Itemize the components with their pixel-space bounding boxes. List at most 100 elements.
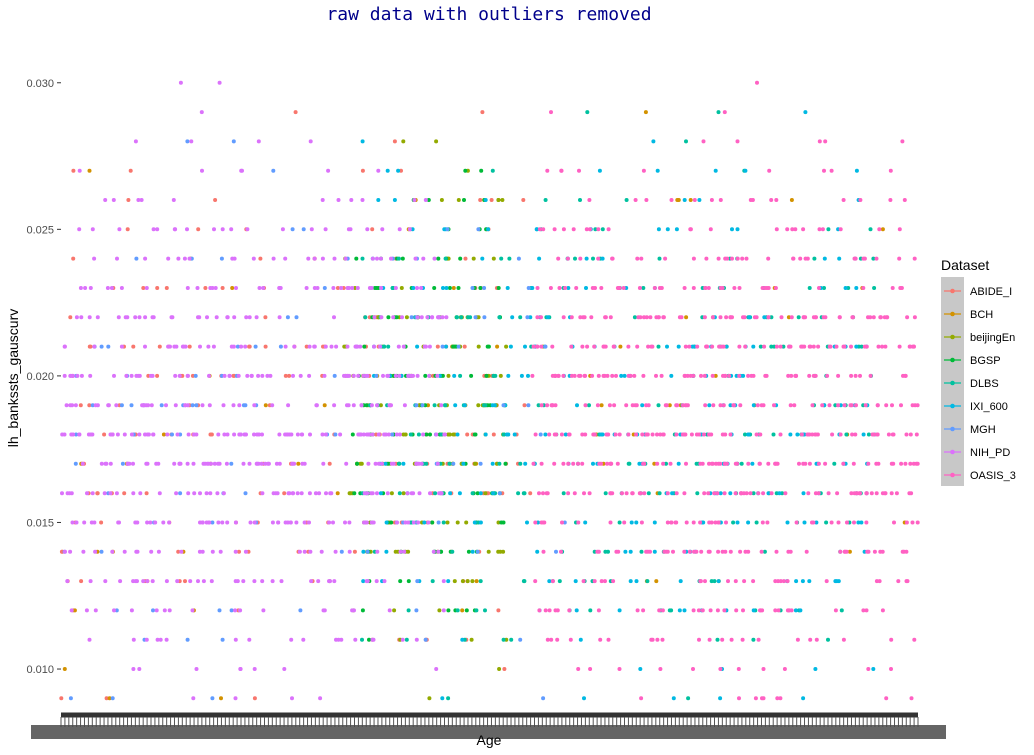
point [735, 520, 740, 525]
point [711, 403, 716, 408]
point [833, 608, 838, 613]
point [804, 549, 809, 554]
point [751, 491, 756, 496]
point [308, 432, 312, 437]
point [778, 579, 783, 584]
point [555, 608, 560, 613]
point [588, 227, 592, 232]
point [547, 579, 552, 584]
point [587, 403, 591, 408]
point [606, 227, 611, 232]
point [644, 549, 649, 554]
point [642, 315, 646, 320]
point [791, 256, 796, 261]
point [719, 344, 724, 349]
point [839, 608, 844, 613]
point [741, 491, 746, 496]
point [448, 491, 453, 496]
point [847, 549, 852, 554]
point [171, 198, 176, 202]
point [188, 579, 193, 584]
point [519, 373, 524, 378]
point [149, 373, 153, 378]
point [473, 315, 478, 320]
point [740, 256, 745, 261]
point [235, 344, 240, 349]
point [363, 315, 368, 320]
point [773, 579, 778, 584]
point [207, 373, 211, 378]
point [708, 227, 713, 232]
point [464, 520, 469, 525]
point [874, 256, 879, 261]
point [74, 520, 79, 525]
point [755, 403, 760, 408]
point [391, 315, 396, 320]
point [95, 491, 100, 496]
point [346, 286, 351, 290]
point [102, 491, 107, 496]
point [323, 432, 328, 437]
point [858, 373, 862, 378]
point [512, 432, 517, 437]
point [102, 432, 107, 437]
point [322, 286, 327, 290]
point [73, 461, 78, 466]
point [435, 461, 440, 466]
point [146, 403, 151, 408]
point [516, 256, 521, 261]
point [789, 315, 794, 320]
point [231, 403, 236, 408]
point [499, 256, 504, 261]
point [145, 579, 150, 584]
point [133, 520, 138, 525]
point [402, 403, 407, 408]
point [408, 432, 413, 437]
point [596, 373, 601, 378]
point [483, 198, 488, 202]
point [738, 491, 743, 496]
point [347, 549, 352, 554]
point [62, 344, 67, 349]
point [417, 491, 422, 496]
point [910, 403, 915, 408]
point [471, 256, 476, 261]
point [795, 432, 800, 437]
point [167, 608, 172, 613]
point [87, 344, 92, 349]
point [321, 608, 326, 613]
point [365, 227, 370, 232]
point [362, 344, 367, 349]
legend-key-point [950, 449, 955, 455]
point [164, 286, 169, 290]
point [453, 344, 458, 349]
point [491, 373, 496, 378]
point [776, 608, 781, 613]
point [612, 403, 617, 408]
point [537, 227, 542, 232]
point [455, 315, 459, 320]
point [153, 520, 158, 525]
point [667, 403, 672, 408]
point [799, 344, 804, 349]
point [374, 373, 379, 378]
point [880, 608, 885, 613]
point [439, 403, 444, 408]
point [706, 491, 711, 496]
point [760, 696, 764, 701]
point [914, 432, 919, 437]
point [185, 286, 190, 290]
point [119, 286, 124, 290]
point [657, 256, 662, 261]
point [600, 432, 605, 437]
point [220, 520, 225, 525]
point [866, 667, 871, 671]
point [261, 286, 266, 290]
point [261, 608, 266, 613]
point [518, 461, 523, 466]
point [475, 549, 480, 554]
point [731, 403, 736, 408]
point [638, 667, 643, 671]
legend-key-point [950, 288, 955, 294]
